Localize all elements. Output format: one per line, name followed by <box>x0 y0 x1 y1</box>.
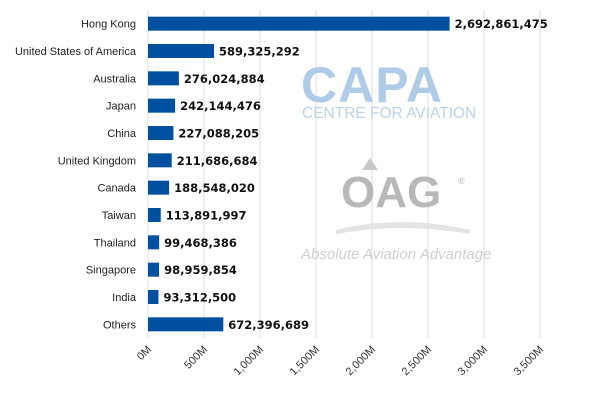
x-tick-label: 0M <box>135 344 154 363</box>
bar <box>148 317 224 332</box>
category-labels: Hong Kong United States of America Austral… <box>15 19 137 332</box>
x-tick-label: 1,500M <box>288 344 322 378</box>
value-label: 211,686,684 <box>177 154 258 168</box>
bar <box>148 126 174 140</box>
capa-subtitle: CENTRE FOR AVIATION <box>302 105 476 122</box>
oag-tagline: Absolute Aviation Advantage <box>300 246 491 263</box>
value-label: 276,024,884 <box>184 72 265 86</box>
category-label: India <box>112 292 137 304</box>
oag-plane-icon <box>362 158 378 170</box>
bar <box>148 180 170 195</box>
value-label: 242,144,476 <box>180 99 261 113</box>
category-label: United States of America <box>15 46 137 58</box>
bar <box>148 98 176 113</box>
x-tick-label: 3,500M <box>512 344 546 378</box>
category-label: United Kingdom <box>58 155 136 167</box>
x-tick-label: 1,000M <box>232 344 266 378</box>
x-tick-label: 3,000M <box>456 344 490 378</box>
value-label: 672,396,689 <box>228 318 309 332</box>
oag-swoosh-icon <box>336 222 470 234</box>
category-label: Thailand <box>94 237 136 249</box>
gridlines <box>147 10 541 338</box>
category-label: Australia <box>93 73 137 85</box>
value-label: 93,312,500 <box>163 291 236 305</box>
bar <box>148 208 161 222</box>
x-tick-label: 500M <box>182 344 210 372</box>
category-label: Hong Kong <box>81 19 136 31</box>
category-label: Singapore <box>86 265 136 277</box>
value-label: 589,325,292 <box>219 45 300 59</box>
category-label: Canada <box>97 183 136 195</box>
bar <box>148 71 179 86</box>
oag-logo: OAG <box>341 168 441 217</box>
value-labels: 2,692,861,475 589,325,292 276,024,884 242,1… <box>163 17 547 332</box>
category-label: China <box>107 128 137 140</box>
capa-logo: CAPA <box>301 57 443 113</box>
x-axis-ticks: 0M 500M 1,000M 1,500M 2,000M 2,500M 3,000M 3,50… <box>135 344 546 378</box>
category-label: Others <box>103 319 137 331</box>
value-label: 113,891,997 <box>166 209 247 223</box>
bar <box>148 153 172 168</box>
bar <box>148 235 160 250</box>
bar <box>148 290 159 304</box>
value-label: 99,468,386 <box>164 236 237 250</box>
x-tick-label: 2,500M <box>400 344 434 378</box>
bar <box>148 262 160 277</box>
bar <box>148 16 450 31</box>
bar <box>148 44 215 58</box>
category-label: Taiwan <box>102 210 136 222</box>
x-tick-label: 2,000M <box>344 344 378 378</box>
oag-registered-mark: ® <box>458 176 465 186</box>
bars <box>148 16 450 332</box>
watermarks: CAPA CENTRE FOR AVIATION OAG ® Absolute … <box>300 57 491 263</box>
value-label: 2,692,861,475 <box>455 17 548 31</box>
category-label: Japan <box>106 101 136 113</box>
value-label: 188,548,020 <box>174 181 255 195</box>
value-label: 227,088,205 <box>178 127 259 141</box>
value-label: 98,959,854 <box>164 263 237 277</box>
